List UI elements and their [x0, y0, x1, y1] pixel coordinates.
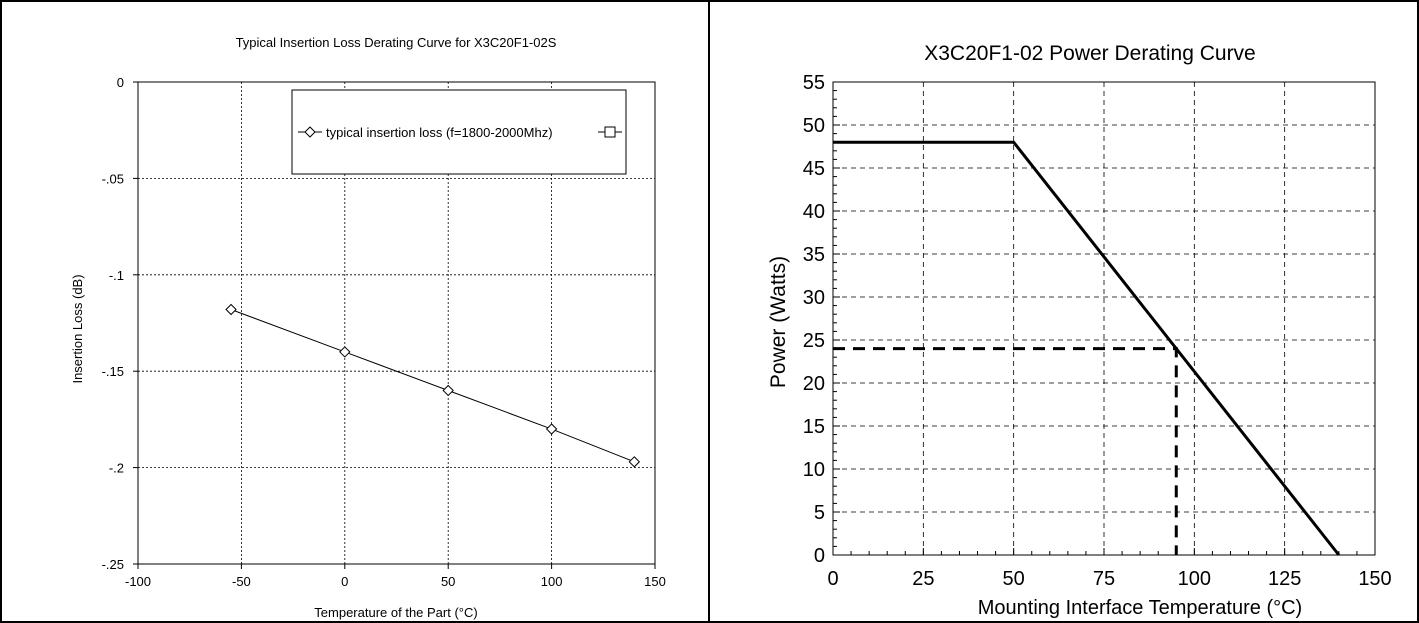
y-tick-label: -.15: [102, 364, 124, 379]
y-tick-label: -.05: [102, 171, 124, 186]
y-tick-label: 35: [803, 244, 825, 266]
y-tick-label: 55: [803, 72, 825, 94]
legend-box: [291, 89, 627, 175]
derating-line: [833, 140, 1341, 556]
y-tick-label: 10: [803, 459, 825, 481]
x-axis-label: Temperature of the Part (°C): [314, 605, 477, 620]
y-axis-label: Insertion Loss (dB): [70, 274, 85, 383]
y-tick-label: -.1: [109, 268, 124, 283]
y-axis-label: Power (Watts): [767, 256, 790, 388]
x-tick-label: 100: [1178, 568, 1211, 590]
x-axis-label: Mounting Interface Temperature (°C): [978, 597, 1302, 619]
y-tick-label: 25: [803, 330, 825, 352]
y-tick-label: 20: [803, 373, 825, 395]
y-tick-label: 30: [803, 287, 825, 309]
reference-line: [833, 347, 1178, 555]
data-point: [339, 346, 351, 358]
legend-entry: typical insertion loss (f=1800-2000Mhz): [326, 125, 553, 140]
insertion-loss-chart: Typical Insertion Loss Derating Curve fo…: [70, 35, 666, 620]
data-point: [628, 456, 641, 468]
x-tick-label: 0: [341, 574, 348, 589]
y-tick-label: 45: [803, 158, 825, 180]
x-tick-label: 0: [827, 568, 838, 590]
data-point: [442, 384, 454, 397]
x-tick-label: 150: [644, 574, 666, 589]
left-chart-panel: Typical Insertion Loss Derating Curve fo…: [0, 0, 710, 623]
x-tick-label: -50: [232, 574, 251, 589]
x-tick-label: -100: [125, 574, 151, 589]
data-point: [545, 423, 558, 435]
chart-title: X3C20F1-02 Power Derating Curve: [924, 42, 1256, 65]
right-chart-panel: X3C20F1-02 Power Derating Curve Mounting…: [708, 0, 1419, 623]
legend-marker-2: [604, 126, 616, 138]
x-tick-label: 150: [1358, 568, 1391, 590]
data-point: [225, 303, 237, 316]
y-tick-label: 0: [117, 75, 124, 90]
y-tick-label: -.25: [102, 557, 124, 572]
x-tick-label: 50: [1003, 568, 1025, 590]
x-tick-label: 75: [1093, 568, 1115, 590]
y-tick-label: 5: [814, 502, 825, 524]
chart-title: Typical Insertion Loss Derating Curve fo…: [236, 35, 557, 50]
x-tick-label: 25: [912, 568, 934, 590]
y-tick-label: 15: [803, 416, 825, 438]
x-tick-label: 50: [441, 574, 455, 589]
x-tick-label: 125: [1268, 568, 1301, 590]
legend-marker: [304, 126, 316, 138]
x-tick-label: 100: [541, 574, 563, 589]
power-derating-chart: X3C20F1-02 Power Derating Curve Mounting…: [767, 42, 1392, 619]
y-tick-label: 0: [814, 545, 825, 567]
y-tick-label: 50: [803, 115, 825, 137]
y-tick-label: 40: [803, 201, 825, 223]
y-tick-label: -.2: [109, 461, 124, 476]
